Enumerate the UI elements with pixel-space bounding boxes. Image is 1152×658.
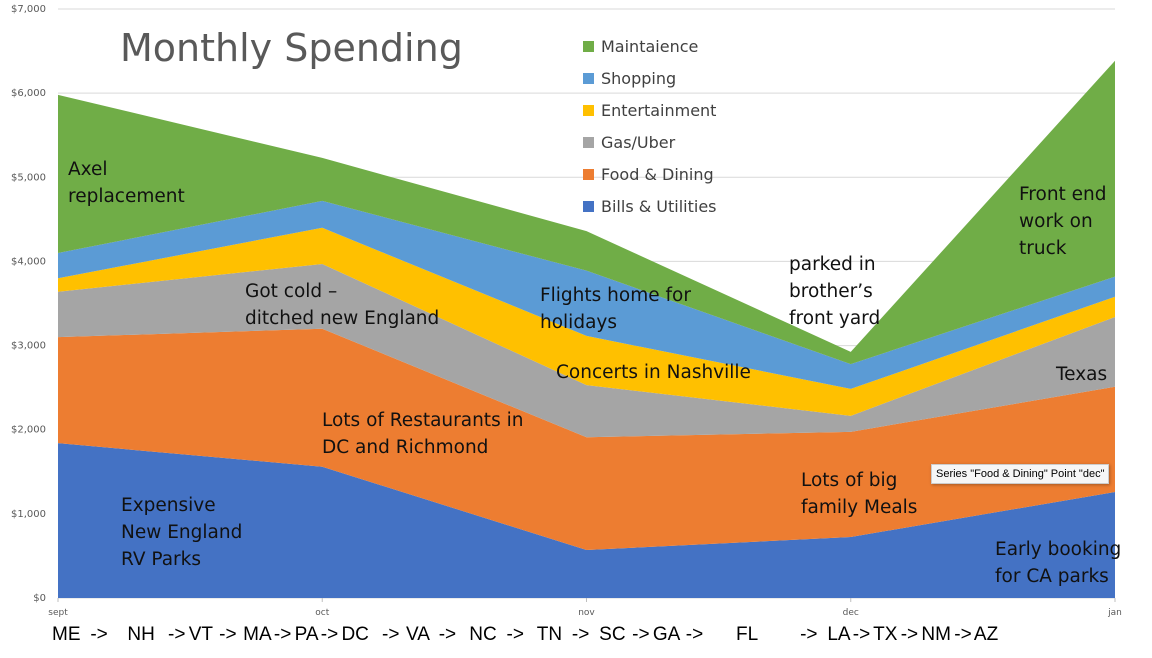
y-tick-label: $7,000 (11, 4, 46, 15)
y-tick-label: $2,000 (11, 425, 46, 436)
legend-item: Gas/Uber (583, 126, 717, 158)
annotation-texas: Texas (1056, 364, 1108, 385)
annotation-axel: Axel replacement (68, 159, 185, 207)
y-tick-label: $5,000 (11, 172, 46, 183)
x-tick-label: dec (843, 608, 859, 618)
annotation-flights: Flights home for holidays (540, 285, 691, 333)
annotation-family-meals: Lots of big family Meals (801, 470, 918, 518)
legend-label: Food & Dining (601, 164, 714, 184)
legend-swatch (583, 104, 594, 116)
legend-swatch (583, 200, 594, 212)
tooltip: Series "Food & Dining" Point "dec" (931, 464, 1110, 484)
x-tick-label: sept (48, 608, 68, 618)
area-gas-uber (58, 263, 1115, 438)
y-tick-label: $0 (33, 593, 46, 604)
annotation-concerts: Concerts in Nashville (556, 362, 751, 383)
annotation-got-cold: Got cold – ditched new England (245, 281, 440, 329)
y-tick-label: $1,000 (11, 509, 46, 520)
legend-swatch (583, 72, 594, 84)
area-shopping (58, 200, 1115, 389)
route-label: ME -> NH -> VT -> MA -> PA -> DC -> VA -… (52, 624, 999, 645)
legend-label: Bills & Utilities (601, 196, 717, 216)
y-tick-label: $6,000 (11, 88, 46, 99)
legend: Maintaience Shopping Entertainment Gas/Uber… (583, 30, 717, 222)
annotation-parked: parked in brother’s front yard (789, 254, 881, 329)
legend-swatch (583, 168, 594, 180)
legend-swatch (583, 136, 594, 148)
legend-label: Gas/Uber (601, 132, 676, 152)
legend-item: Shopping (583, 62, 717, 94)
legend-label: Shopping (601, 68, 677, 88)
annotation-restaurants: Lots of Restaurants in DC and Richmond (322, 410, 524, 458)
annotation-early-booking: Early booking for CA parks (995, 539, 1122, 587)
legend-item: Bills & Utilities (583, 190, 717, 222)
chart-title: Monthly Spending (120, 26, 463, 70)
x-tick-label: jan (1107, 608, 1122, 618)
x-tick-label: oct (315, 608, 329, 618)
legend-item: Maintaience (583, 30, 717, 62)
y-tick-label: $3,000 (11, 341, 46, 352)
legend-label: Maintaience (601, 36, 699, 56)
y-tick-label: $4,000 (11, 256, 46, 267)
legend-item: Entertainment (583, 94, 717, 126)
legend-label: Entertainment (601, 100, 717, 120)
area-food-dining (58, 328, 1115, 551)
legend-item: Food & Dining (583, 158, 717, 190)
area-bills-utilities (58, 443, 1115, 598)
legend-swatch (583, 40, 594, 52)
annotation-front-end: Front end work on truck (1019, 184, 1107, 259)
x-tick-label: nov (578, 608, 595, 618)
annotation-rv-parks: Expensive New England RV Parks (121, 495, 243, 570)
area-entertainment (58, 227, 1115, 416)
